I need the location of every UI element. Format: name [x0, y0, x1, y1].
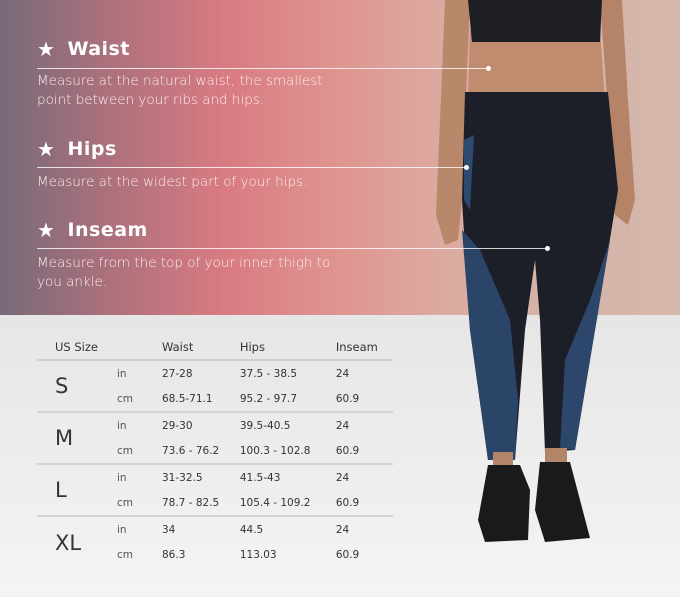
unit-cell: in	[117, 471, 127, 484]
header-waist: Waist	[162, 335, 240, 361]
leggings-panel-right	[560, 240, 610, 450]
model-shoe-left	[478, 465, 530, 542]
waist-cell: 73.6 - 76.2	[162, 438, 240, 465]
model-arm-left	[436, 0, 470, 245]
inseam-cell: 24	[335, 367, 350, 380]
header-us-size: US Size	[37, 335, 117, 361]
table-row: cm 73.6 - 76.2 100.3 - 102.8 60.9	[37, 438, 393, 465]
table-row: cm 78.7 - 82.5 105.4 - 109.2 60.9	[37, 490, 393, 517]
waist-cell: 34	[162, 523, 176, 536]
star-icon: ★	[37, 37, 56, 61]
size-label: XL	[55, 530, 82, 555]
unit-cell: cm	[117, 490, 162, 517]
waist-section: ★ Waist	[37, 37, 130, 61]
waist-cell: 27-28	[162, 367, 193, 380]
inseam-cell: 24	[335, 471, 350, 484]
waist-cell: 29-30	[162, 419, 193, 432]
size-label: M	[37, 412, 117, 465]
size-label: S	[37, 360, 117, 413]
hips-cell: 37.5 - 38.5	[239, 367, 298, 380]
inseam-cell: 60.9	[335, 549, 360, 561]
waist-title: Waist	[67, 38, 130, 60]
inseam-cell: 24	[335, 523, 350, 536]
inseam-pointer-line	[37, 248, 548, 249]
unit-cell: in	[117, 523, 127, 536]
unit-cell: cm	[117, 549, 134, 561]
model-arm-right	[600, 0, 635, 225]
inseam-cell: 24	[335, 419, 350, 432]
header-unit	[117, 335, 162, 361]
waist-pointer-dot	[486, 66, 491, 71]
header-hips: Hips	[239, 335, 336, 361]
leggings-panel-left	[462, 230, 518, 460]
hips-section: ★ Hips	[37, 137, 117, 161]
header-inseam: Inseam	[335, 335, 393, 361]
inseam-cell: 60.9	[335, 438, 393, 465]
hips-cell: 100.3 - 102.8	[239, 438, 336, 465]
hips-cell: 95.2 - 97.7	[239, 386, 336, 413]
inseam-title: Inseam	[67, 219, 148, 241]
inseam-description: Measure from the top of your inner thigh…	[37, 255, 331, 290]
hips-cell: 105.4 - 109.2	[239, 490, 336, 517]
table-row: cm 86.3 113.03 60.9	[37, 542, 393, 568]
inseam-pointer-dot	[545, 246, 550, 251]
inseam-cell: 60.9	[335, 386, 393, 413]
hips-cell: 44.5	[239, 523, 264, 536]
unit-cell: cm	[117, 438, 162, 465]
inseam-section: ★ Inseam	[37, 218, 148, 242]
inseam-cell: 60.9	[335, 490, 393, 517]
unit-cell: cm	[117, 386, 162, 413]
model-shoe-right	[535, 462, 590, 542]
table-row: XL in 34 44.5 24	[37, 516, 393, 555]
table-header: US Size Waist Hips Inseam	[37, 335, 393, 361]
waist-description: Measure at the natural waist, the smalle…	[37, 73, 323, 108]
model-crop-top	[468, 0, 602, 42]
waist-cell: 68.5-71.1	[162, 386, 240, 413]
hips-pointer-line	[37, 167, 467, 168]
model-torso	[468, 30, 605, 100]
hips-pointer-dot	[464, 165, 469, 170]
hips-description: Measure at the widest part of your hips.	[37, 174, 308, 190]
unit-cell: in	[117, 367, 127, 380]
model-ankle-left	[493, 452, 513, 467]
hips-cell: 113.03	[239, 549, 277, 561]
unit-cell: in	[117, 419, 127, 432]
star-icon: ★	[37, 218, 56, 242]
table-row: cm 68.5-71.1 95.2 - 97.7 60.9	[37, 386, 393, 413]
star-icon: ★	[37, 137, 56, 161]
leggings-pocket	[464, 135, 474, 210]
waist-pointer-line	[37, 68, 488, 69]
waist-cell: 31-32.5	[162, 471, 203, 484]
hips-title: Hips	[67, 138, 117, 160]
hips-cell: 39.5-40.5	[239, 419, 291, 432]
hips-cell: 41.5-43	[239, 471, 281, 484]
model-ankle-right	[545, 448, 567, 463]
waist-cell: 86.3	[162, 549, 186, 561]
size-label: L	[37, 464, 117, 517]
waist-cell: 78.7 - 82.5	[162, 490, 240, 517]
